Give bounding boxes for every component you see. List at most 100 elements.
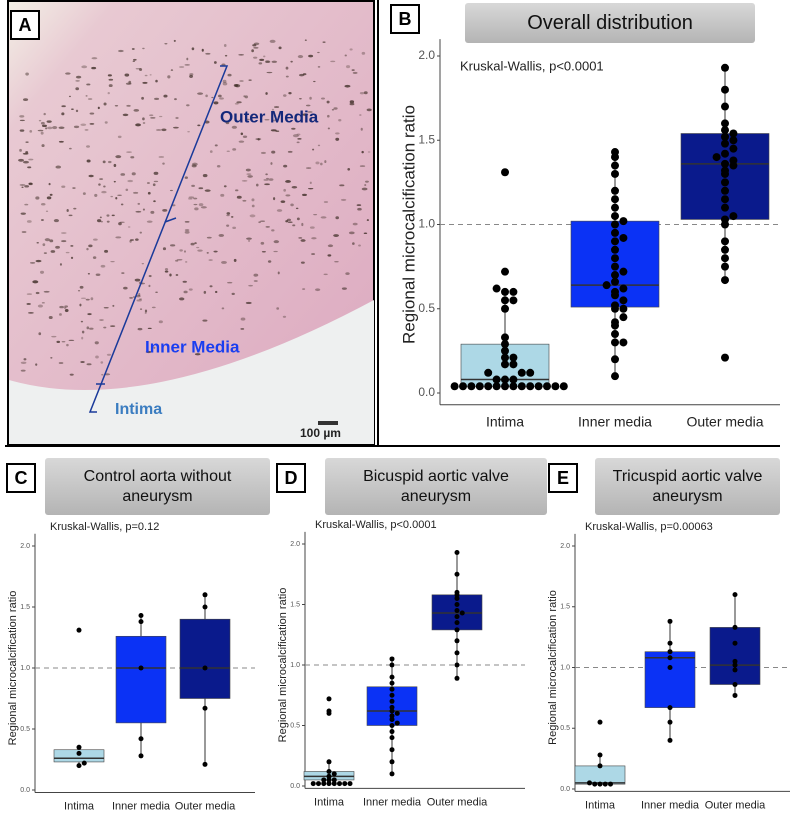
speck bbox=[153, 180, 159, 183]
speck bbox=[70, 245, 74, 247]
speck bbox=[184, 230, 190, 234]
data-point bbox=[76, 763, 82, 769]
speck bbox=[162, 162, 165, 165]
data-point bbox=[534, 382, 543, 391]
speck bbox=[330, 60, 336, 63]
y-axis-label: Regional microcalcification ratio bbox=[277, 588, 289, 743]
speck bbox=[103, 307, 109, 309]
speck bbox=[58, 140, 64, 143]
speck bbox=[91, 57, 98, 60]
speck bbox=[115, 155, 122, 159]
data-point bbox=[611, 220, 619, 229]
data-point bbox=[389, 729, 395, 735]
speck bbox=[150, 210, 155, 214]
speck bbox=[59, 305, 64, 309]
speck bbox=[24, 203, 29, 206]
speck bbox=[206, 236, 212, 239]
speck bbox=[86, 145, 91, 148]
x-tick-label: Intima bbox=[486, 413, 524, 429]
speck bbox=[55, 245, 60, 249]
speck bbox=[87, 97, 93, 101]
speck bbox=[137, 202, 141, 205]
speck bbox=[271, 229, 275, 232]
speck bbox=[26, 293, 33, 295]
data-point bbox=[517, 382, 526, 391]
bracket-tick bbox=[164, 217, 177, 223]
speck bbox=[189, 73, 194, 76]
data-point bbox=[611, 195, 619, 204]
speck bbox=[155, 79, 158, 83]
speck bbox=[135, 210, 142, 213]
y-tick-label: 1.5 bbox=[290, 601, 300, 608]
data-point bbox=[81, 760, 87, 766]
speck bbox=[219, 97, 224, 100]
speck bbox=[193, 197, 198, 200]
speck bbox=[220, 193, 225, 197]
speck bbox=[158, 320, 163, 324]
data-point bbox=[454, 662, 460, 668]
speck bbox=[135, 238, 139, 241]
data-point bbox=[592, 781, 598, 787]
panel-title: Control aorta without aneurysm bbox=[45, 458, 270, 515]
speck bbox=[103, 326, 107, 329]
speck bbox=[351, 69, 355, 72]
speck bbox=[198, 187, 204, 190]
data-point bbox=[389, 713, 395, 719]
speck bbox=[59, 263, 63, 266]
speck bbox=[361, 187, 368, 191]
data-point bbox=[459, 610, 465, 616]
speck bbox=[327, 244, 334, 248]
speck bbox=[131, 48, 135, 51]
speck bbox=[302, 288, 306, 290]
speck bbox=[222, 79, 227, 83]
speck bbox=[64, 305, 69, 308]
speck bbox=[81, 336, 84, 340]
speck bbox=[82, 192, 86, 195]
speck bbox=[290, 203, 294, 207]
data-point bbox=[611, 169, 619, 178]
speck bbox=[197, 249, 203, 252]
speck bbox=[298, 98, 302, 100]
speck bbox=[240, 132, 244, 136]
speck bbox=[317, 66, 321, 68]
speck bbox=[187, 131, 190, 133]
box bbox=[709, 627, 761, 685]
speck bbox=[48, 315, 53, 320]
speck bbox=[253, 273, 259, 277]
speck bbox=[273, 119, 276, 122]
speck bbox=[361, 150, 364, 154]
speck bbox=[135, 294, 141, 298]
speck bbox=[363, 232, 368, 234]
speck bbox=[300, 261, 305, 264]
speck bbox=[285, 194, 291, 197]
data-point bbox=[667, 640, 673, 646]
speck bbox=[176, 259, 183, 261]
speck bbox=[363, 91, 368, 95]
speck bbox=[323, 273, 328, 276]
speck bbox=[95, 273, 101, 276]
speck bbox=[38, 119, 42, 122]
speck bbox=[186, 104, 190, 107]
data-point bbox=[501, 353, 509, 362]
speck bbox=[245, 301, 252, 305]
data-point bbox=[611, 277, 619, 286]
speck bbox=[112, 304, 115, 307]
data-point bbox=[721, 139, 729, 148]
speck bbox=[285, 180, 291, 183]
speck bbox=[240, 328, 245, 330]
speck bbox=[124, 73, 130, 77]
data-point bbox=[611, 338, 619, 347]
speck bbox=[170, 69, 174, 71]
speck bbox=[213, 250, 218, 253]
speck bbox=[258, 62, 263, 65]
speck bbox=[40, 270, 45, 274]
speck bbox=[51, 335, 57, 338]
speck bbox=[125, 188, 129, 192]
speck bbox=[133, 108, 140, 112]
speck bbox=[161, 128, 167, 132]
speck bbox=[107, 74, 112, 77]
data-point bbox=[721, 85, 729, 94]
speck bbox=[203, 290, 207, 294]
speck bbox=[365, 180, 369, 183]
data-point bbox=[611, 262, 619, 271]
